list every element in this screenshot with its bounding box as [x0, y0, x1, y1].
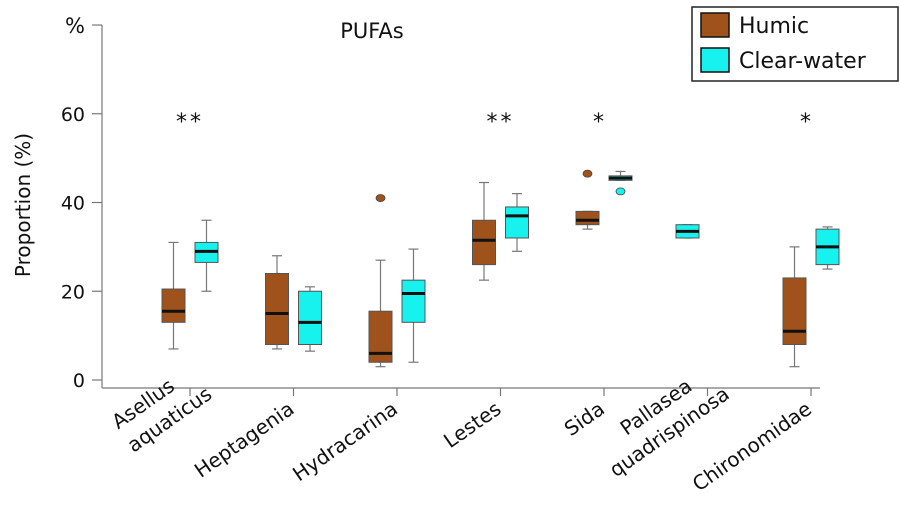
legend: Humic Clear-water — [691, 6, 899, 82]
y-tick-label: 0 — [73, 370, 85, 392]
y-tick-label: 20 — [61, 281, 85, 303]
box-group — [298, 286, 322, 352]
y-tick-label: 60 — [61, 104, 85, 126]
x-tick-label: Heptagenia — [190, 396, 298, 482]
significance-marker: * — [593, 110, 607, 135]
legend-swatch — [700, 12, 730, 38]
box-group — [265, 255, 289, 350]
outlier-point — [615, 187, 626, 196]
significance-marker: ** — [176, 110, 204, 135]
box-group — [575, 169, 600, 230]
box — [298, 290, 322, 345]
y-axis-unit-label: % — [65, 14, 85, 38]
box-group — [608, 170, 633, 196]
significance-marker: ** — [487, 110, 515, 135]
x-tick-label: Lestes — [439, 396, 505, 452]
significance-marker: * — [800, 110, 814, 135]
chart-title: PUFAs — [340, 19, 404, 43]
box-group — [194, 219, 219, 292]
box-group — [782, 246, 807, 368]
box — [782, 277, 807, 345]
outlier-point — [375, 194, 386, 202]
axes: 0 20 40 60 AsellusaquaticusHeptageniaHydraca… — [61, 24, 820, 496]
box-group — [368, 194, 393, 368]
box — [368, 310, 393, 363]
box-group — [472, 181, 496, 281]
box — [401, 279, 426, 323]
box-group — [401, 248, 426, 363]
legend-label: Humic — [739, 14, 809, 39]
box-group — [505, 193, 529, 252]
x-tick-label: Asellusaquaticus — [107, 359, 217, 457]
legend-label: Clear-water — [739, 49, 867, 74]
plot-marks: ** ** * * — [161, 110, 840, 368]
box — [505, 206, 529, 239]
outlier-point — [582, 169, 593, 178]
box — [472, 219, 496, 266]
box — [161, 288, 186, 323]
box — [575, 210, 600, 226]
box-group — [815, 226, 840, 270]
legend-swatch — [700, 47, 730, 73]
x-tick-label: Sida — [560, 396, 609, 440]
y-axis-label: Proportion (%) — [11, 133, 35, 277]
box-group — [161, 241, 186, 350]
y-tick-label: 40 — [61, 193, 85, 215]
box-group — [675, 224, 700, 239]
x-tick-label: Hydracarina — [288, 396, 402, 486]
box — [265, 273, 289, 345]
